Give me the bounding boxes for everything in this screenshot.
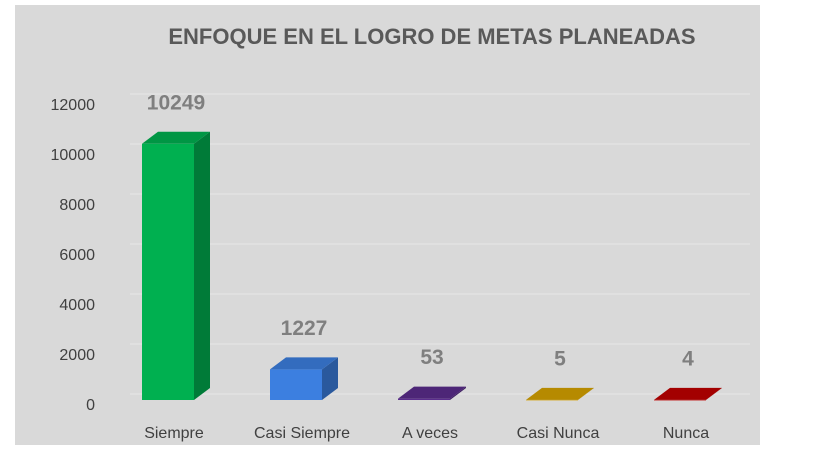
bar-top — [142, 131, 210, 144]
chart-area — [15, 5, 760, 445]
y-tick-label: 4000 — [59, 297, 95, 314]
bar-top — [270, 357, 338, 370]
value-label: 53 — [420, 346, 443, 369]
x-tick-label: Casi Nunca — [517, 425, 600, 442]
value-label: 4 — [682, 347, 694, 370]
bar — [654, 399, 706, 401]
bar — [142, 143, 194, 400]
bar-side — [450, 386, 466, 400]
y-tick-label: 12000 — [51, 97, 96, 114]
bar-top — [526, 387, 594, 400]
x-tick-label: A veces — [402, 425, 458, 442]
bar-side — [194, 131, 210, 400]
y-tick-label: 6000 — [59, 247, 95, 264]
x-tick-label: Casi Siempre — [254, 425, 350, 442]
bar — [270, 369, 322, 400]
value-label: 5 — [554, 347, 566, 370]
bar-side — [578, 387, 594, 400]
y-tick-label: 8000 — [59, 197, 95, 214]
bar-side — [706, 387, 722, 400]
value-label: 10249 — [147, 91, 205, 114]
y-tick-label: 10000 — [51, 147, 96, 164]
bar-top — [398, 386, 466, 399]
bar — [398, 398, 450, 400]
value-label: 1227 — [281, 317, 328, 340]
bar — [526, 399, 578, 401]
bar-side — [322, 357, 338, 400]
y-tick-label: 2000 — [59, 347, 95, 364]
x-tick-label: Nunca — [663, 425, 709, 442]
y-tick-label: 0 — [86, 397, 95, 414]
x-tick-label: Siempre — [144, 425, 204, 442]
bar-top — [654, 387, 722, 400]
chart-title: ENFOQUE EN EL LOGRO DE METAS PLANEADAS — [168, 24, 695, 49]
